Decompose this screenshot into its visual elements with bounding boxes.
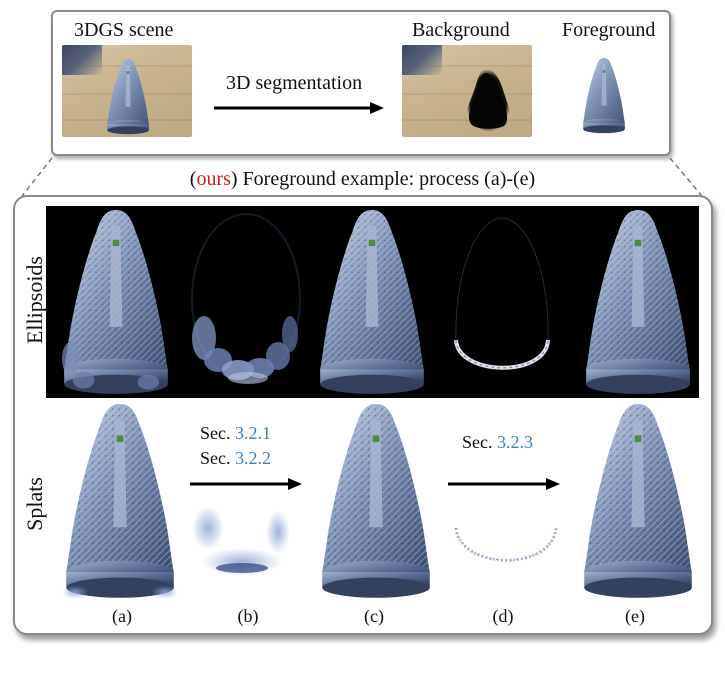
segmentation-arrow — [214, 102, 384, 114]
segmentation-arrow-label: 3D segmentation — [226, 72, 363, 94]
step-label-c: (c) — [364, 606, 384, 626]
arrow-d-to-e — [448, 478, 560, 490]
process-caption: (ours) Foreground example: process (a)-(… — [189, 168, 536, 190]
splats-d — [454, 527, 558, 562]
3dgs-scene-image — [62, 45, 192, 137]
ellipsoids-a — [62, 210, 168, 394]
ellipsoids-label: Ellipsoids — [22, 256, 47, 345]
sec-ref-1: Sec. 3.2.1 — [200, 423, 271, 444]
foreground-label: Foreground — [562, 19, 656, 41]
splats-a — [61, 404, 179, 599]
splats-b — [192, 506, 290, 576]
ellipsoids-e — [586, 210, 690, 394]
sec-ref-link[interactable]: 3.2.3 — [497, 432, 533, 452]
step-label-d: (d) — [492, 606, 514, 626]
splats-label: Splats — [22, 477, 47, 531]
sec-prefix: Sec. — [200, 423, 231, 443]
step-label-a: (a) — [112, 606, 132, 626]
sec-ref-3: Sec. 3.2.3 — [462, 432, 533, 453]
sec-ref-link[interactable]: 3.2.2 — [235, 448, 271, 468]
caption-text: Foreground example: process (a)-(e) — [242, 168, 536, 190]
sec-prefix: Sec. — [462, 432, 493, 452]
splats-c — [322, 404, 430, 598]
step-label-b: (b) — [237, 606, 259, 626]
sec-ref-link[interactable]: 3.2.1 — [235, 423, 271, 443]
ellipsoids-c — [320, 210, 424, 394]
ellipsoids-b — [191, 213, 301, 384]
background-label: Background — [412, 19, 510, 41]
splats-e — [584, 404, 692, 598]
ours-highlight: ours — [196, 168, 231, 190]
background-image — [402, 45, 532, 137]
arrow-b-to-c — [190, 478, 302, 490]
background-hole — [465, 69, 511, 132]
step-label-e: (e) — [625, 606, 645, 626]
sec-prefix: Sec. — [200, 448, 231, 468]
sec-ref-2: Sec. 3.2.2 — [200, 448, 271, 469]
scene-label: 3DGS scene — [74, 19, 174, 41]
ellipsoids-d — [454, 217, 550, 370]
